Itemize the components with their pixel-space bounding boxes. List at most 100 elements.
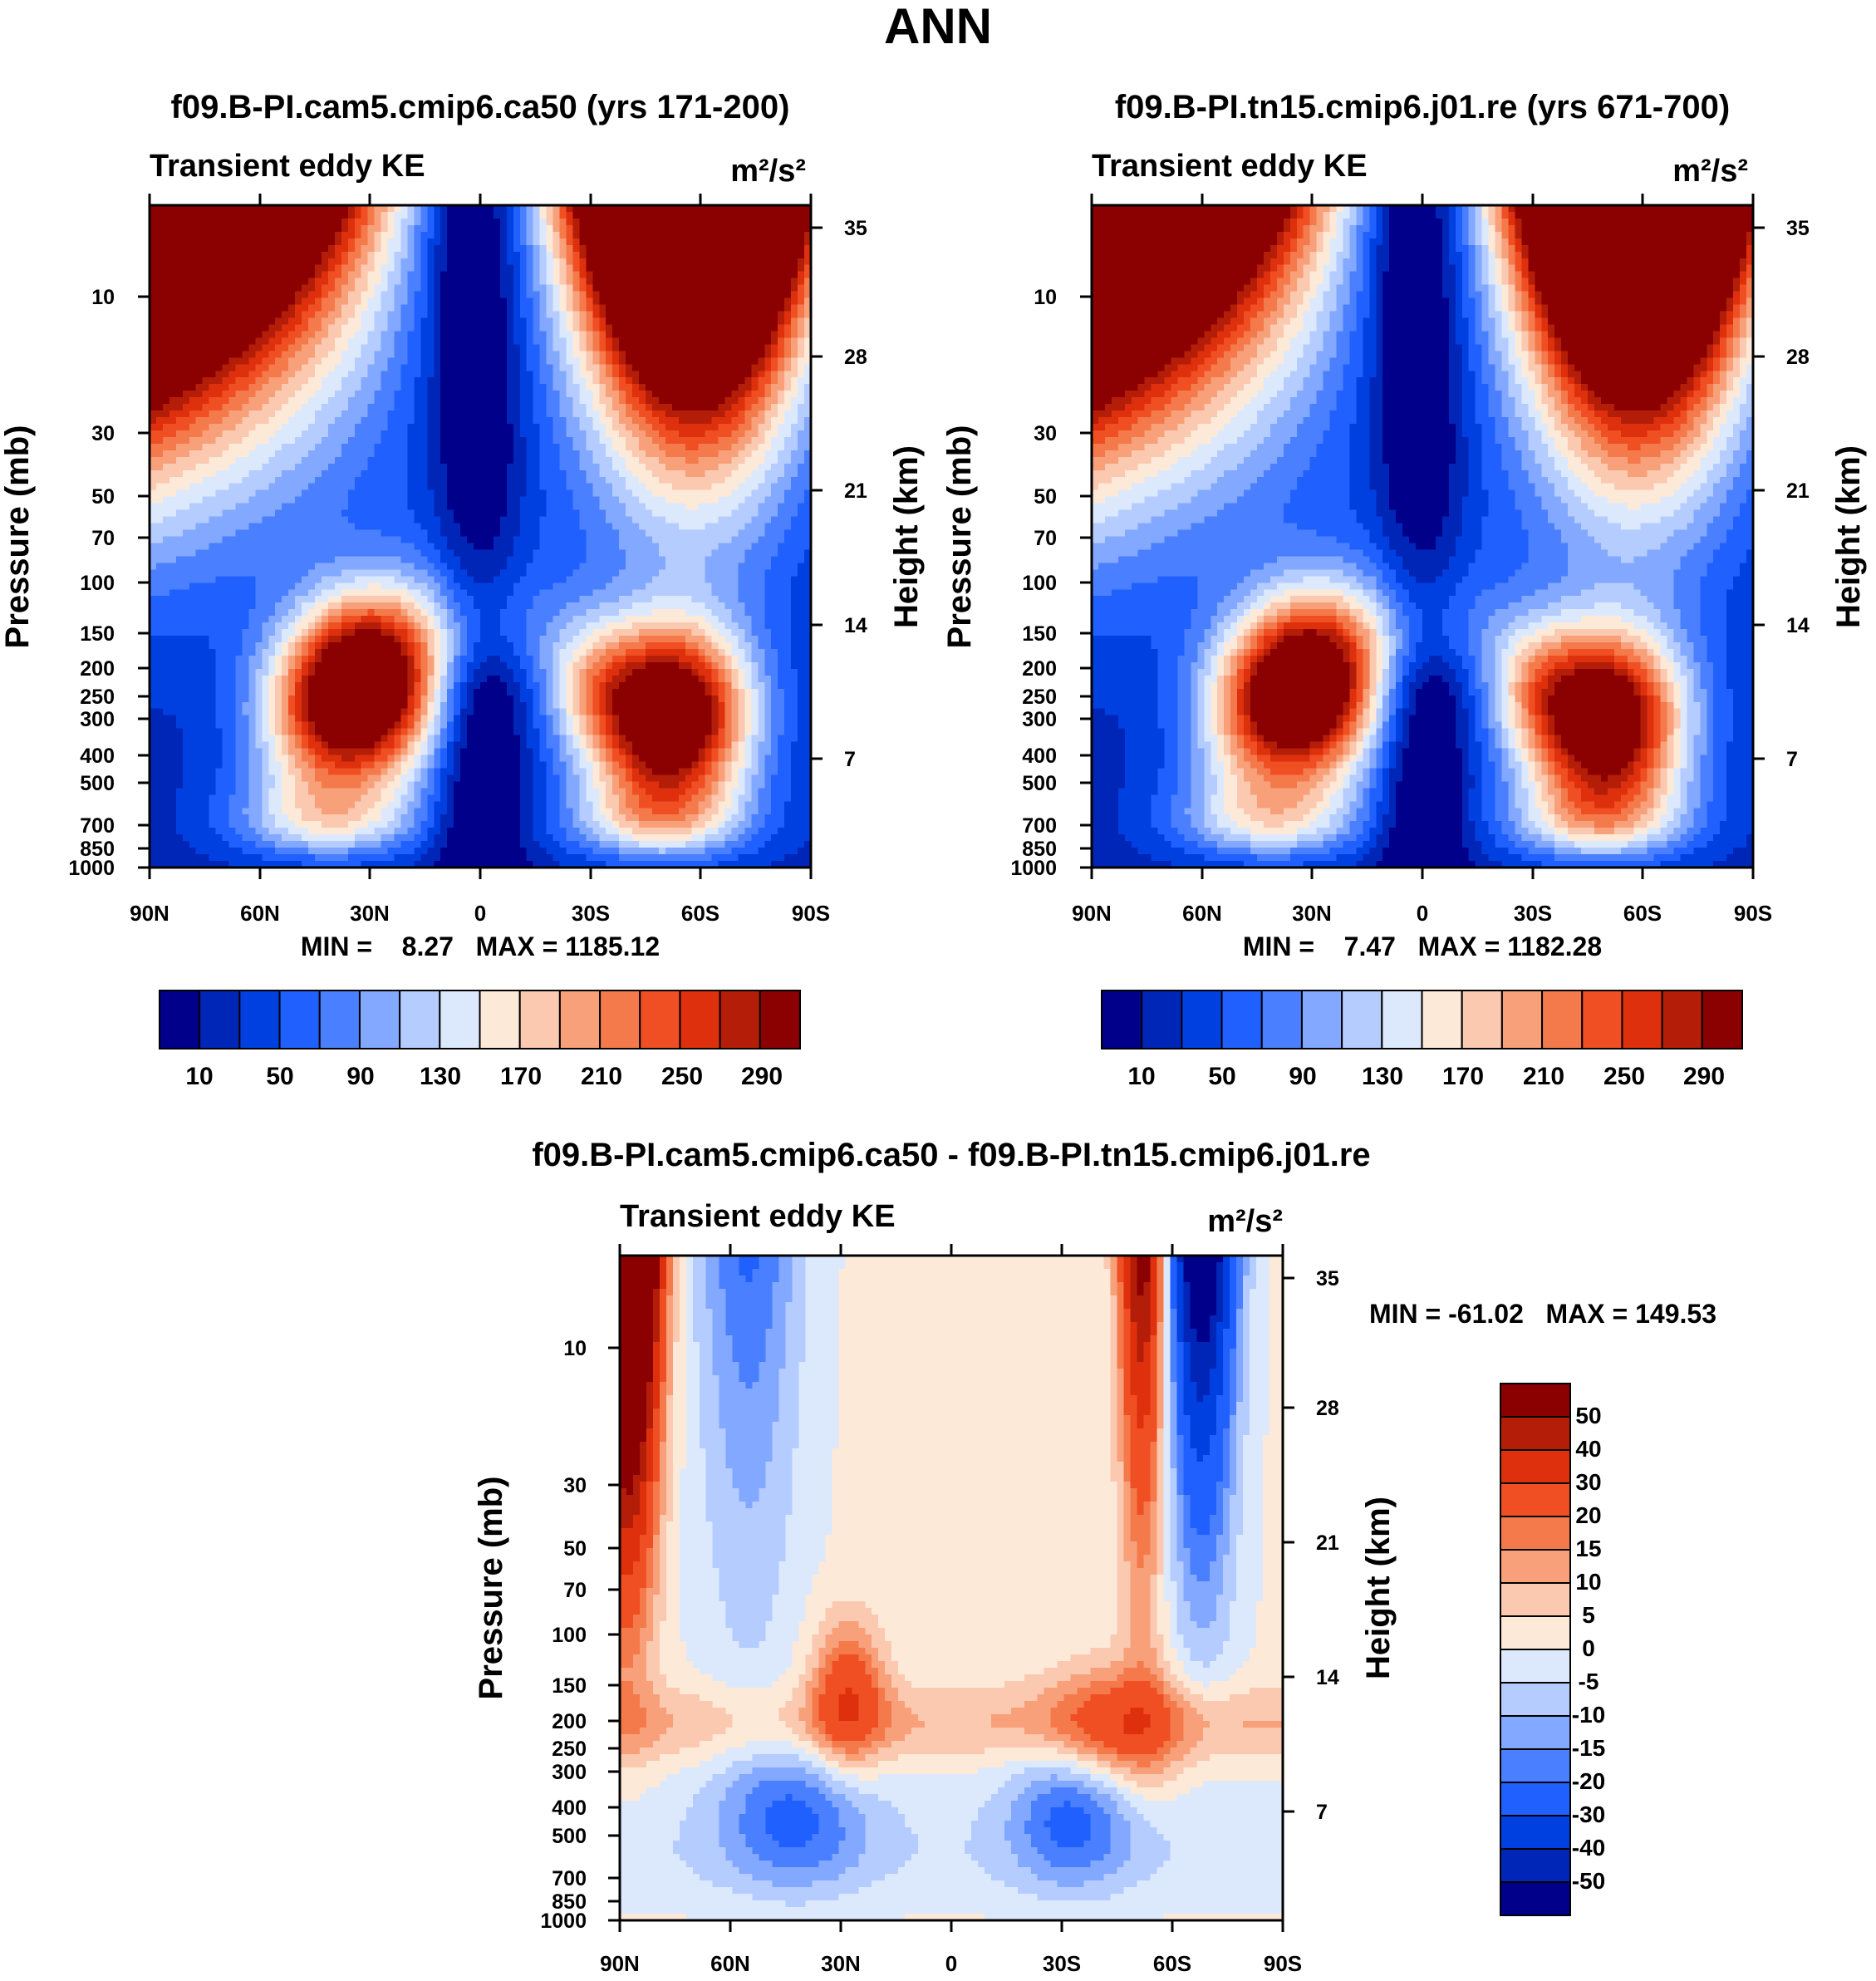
- field-cell: [798, 205, 805, 213]
- field-cell: [195, 384, 204, 391]
- field-cell: [341, 331, 349, 338]
- field-cell: [599, 297, 607, 306]
- field-cell: [798, 489, 805, 498]
- field-cell: [566, 324, 574, 332]
- field-cell: [162, 430, 170, 438]
- field-cell: [651, 410, 660, 418]
- field-cell: [798, 284, 805, 292]
- field-cell: [539, 529, 548, 538]
- field-cell: [612, 205, 620, 213]
- field-cell: [612, 324, 620, 332]
- field-cell: [288, 344, 296, 351]
- field-cell: [434, 516, 441, 524]
- field-cell: [387, 529, 395, 538]
- field-cell: [526, 404, 534, 411]
- field-cell: [612, 410, 620, 418]
- field-cell: [791, 331, 798, 338]
- field-cell: [572, 463, 580, 471]
- field-cell: [499, 297, 508, 306]
- field-cell: [639, 317, 646, 326]
- field-cell: [255, 251, 263, 259]
- field-cell: [778, 218, 785, 226]
- field-cell: [341, 311, 349, 319]
- field-cell: [155, 357, 164, 365]
- field-cell: [407, 529, 415, 538]
- field-cell: [533, 489, 541, 498]
- field-cell: [493, 317, 501, 326]
- field-cell: [619, 430, 626, 438]
- field-cell: [665, 205, 673, 213]
- field-cell: [612, 463, 620, 471]
- field-cell: [698, 351, 706, 358]
- field-cell: [778, 297, 785, 306]
- field-cell: [572, 218, 580, 226]
- field-cell: [374, 371, 382, 378]
- field-cell: [738, 516, 745, 524]
- field-cell: [288, 371, 296, 378]
- field-cell: [387, 278, 395, 286]
- field-cell: [347, 291, 356, 299]
- field-cell: [791, 463, 798, 471]
- field-cell: [533, 291, 541, 299]
- field-cell: [407, 516, 415, 524]
- field-cell: [169, 331, 177, 338]
- field-cell: [526, 463, 534, 471]
- field-cell: [526, 357, 534, 365]
- field-cell: [474, 463, 481, 471]
- field-cell: [572, 397, 580, 405]
- field-cell: [646, 337, 653, 345]
- field-cell: [738, 469, 745, 478]
- field-cell: [420, 251, 428, 259]
- field-cell: [791, 297, 798, 306]
- field-cell: [420, 523, 428, 531]
- field-cell: [705, 244, 713, 253]
- field-cell: [513, 436, 521, 445]
- field-cell: [275, 297, 282, 306]
- field-cell: [315, 397, 322, 405]
- field-cell: [698, 469, 706, 478]
- field-cell: [394, 357, 402, 365]
- field-cell: [308, 231, 316, 239]
- field-cell: [288, 364, 296, 371]
- field-cell: [262, 331, 269, 338]
- field-cell: [519, 424, 528, 431]
- field-cell: [367, 430, 376, 438]
- field-cell: [731, 218, 739, 226]
- field-cell: [288, 271, 296, 279]
- field-cell: [698, 278, 706, 286]
- field-cell: [361, 397, 369, 405]
- field-cell: [685, 391, 693, 398]
- field-cell: [791, 436, 798, 445]
- field-cell: [282, 523, 289, 531]
- field-cell: [341, 397, 349, 405]
- field-cell: [804, 523, 811, 531]
- field-cell: [150, 264, 157, 273]
- field-cell: [381, 417, 389, 425]
- field-cell: [474, 516, 481, 524]
- field-cell: [387, 264, 395, 273]
- field-cell: [705, 456, 713, 465]
- field-cell: [308, 503, 316, 511]
- field-cell: [705, 397, 713, 405]
- field-cell: [407, 456, 415, 465]
- field-cell: [427, 324, 435, 332]
- field-cell: [420, 424, 428, 431]
- field-cell: [632, 436, 640, 445]
- field-cell: [678, 377, 686, 385]
- field-cell: [467, 238, 474, 246]
- field-cell: [798, 271, 805, 279]
- field-cell: [705, 331, 713, 338]
- field-cell: [784, 417, 792, 425]
- field-cell: [480, 384, 488, 391]
- field-cell: [407, 424, 415, 431]
- field-cell: [798, 337, 805, 345]
- field-cell: [513, 331, 521, 338]
- field-cell: [744, 211, 752, 219]
- field-cell: [632, 291, 640, 299]
- field-cell: [798, 351, 805, 358]
- field-cell: [387, 331, 395, 338]
- field-cell: [387, 311, 395, 319]
- field-cell: [420, 278, 428, 286]
- field-cell: [671, 424, 680, 431]
- field-cell: [215, 384, 223, 391]
